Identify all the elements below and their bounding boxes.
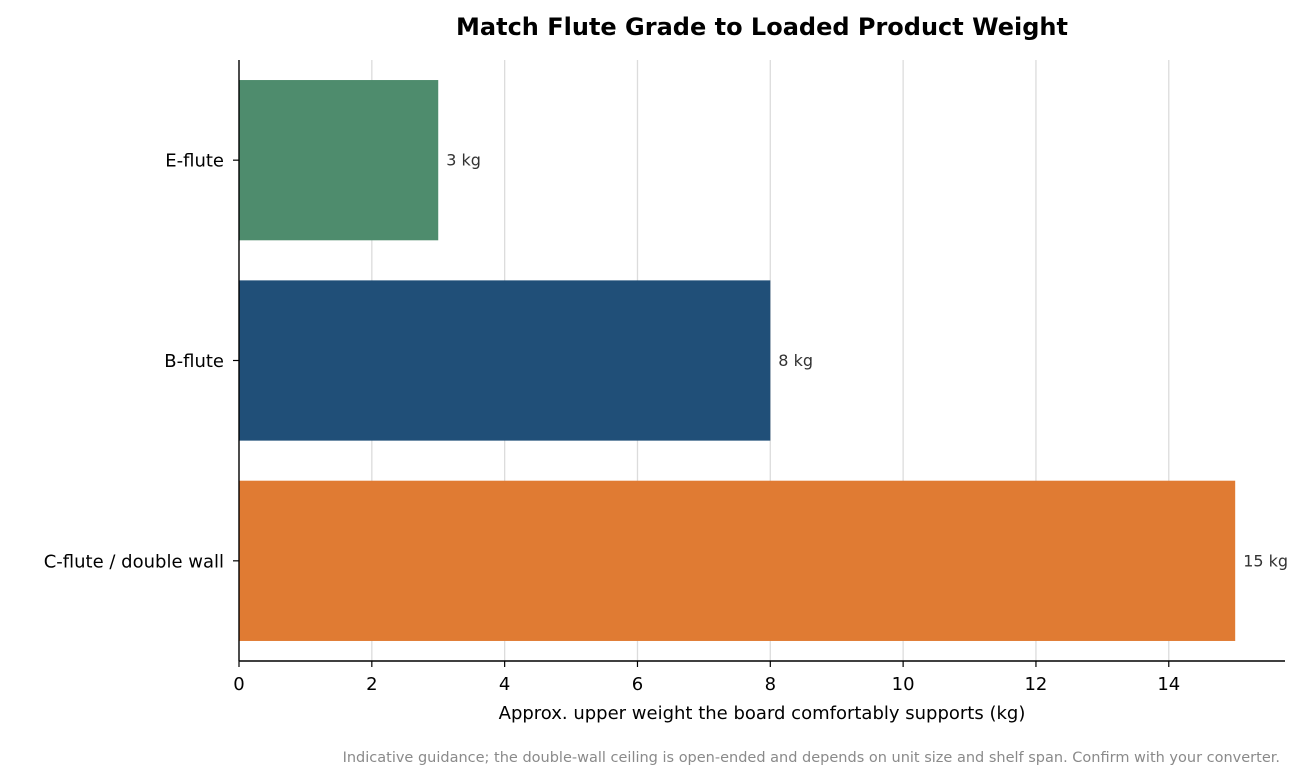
x-ticks: 0 2 4 6 8 10 12 14	[233, 661, 1180, 695]
x-tick-label: 4	[499, 674, 510, 695]
x-tick-label: 8	[765, 674, 776, 695]
bar-e-flute	[239, 80, 439, 241]
data-label: 8 kg	[778, 351, 813, 370]
category-label: C-flute / double wall	[44, 551, 224, 572]
data-label: 3 kg	[446, 151, 481, 170]
bar-c-flute-double-wall	[239, 480, 1236, 641]
x-tick-label: 10	[892, 674, 915, 695]
x-tick-label: 2	[366, 674, 377, 695]
y-ticks: E-flute B-flute C-flute / double wall	[44, 151, 239, 572]
x-tick-label: 0	[233, 674, 244, 695]
data-label: 15 kg	[1243, 551, 1288, 570]
x-tick-label: 12	[1024, 674, 1047, 695]
x-axis-label: Approx. upper weight the board comfortab…	[499, 703, 1026, 724]
data-labels: 3 kg 8 kg 15 kg	[446, 151, 1288, 571]
category-label: E-flute	[165, 151, 224, 172]
category-label: B-flute	[164, 351, 224, 372]
bar-b-flute	[239, 280, 771, 441]
x-tick-label: 14	[1157, 674, 1180, 695]
footnote: Indicative guidance; the double-wall cei…	[343, 750, 1280, 766]
x-tick-label: 6	[632, 674, 643, 695]
chart-title: Match Flute Grade to Loaded Product Weig…	[456, 13, 1068, 41]
bars	[239, 80, 1236, 641]
